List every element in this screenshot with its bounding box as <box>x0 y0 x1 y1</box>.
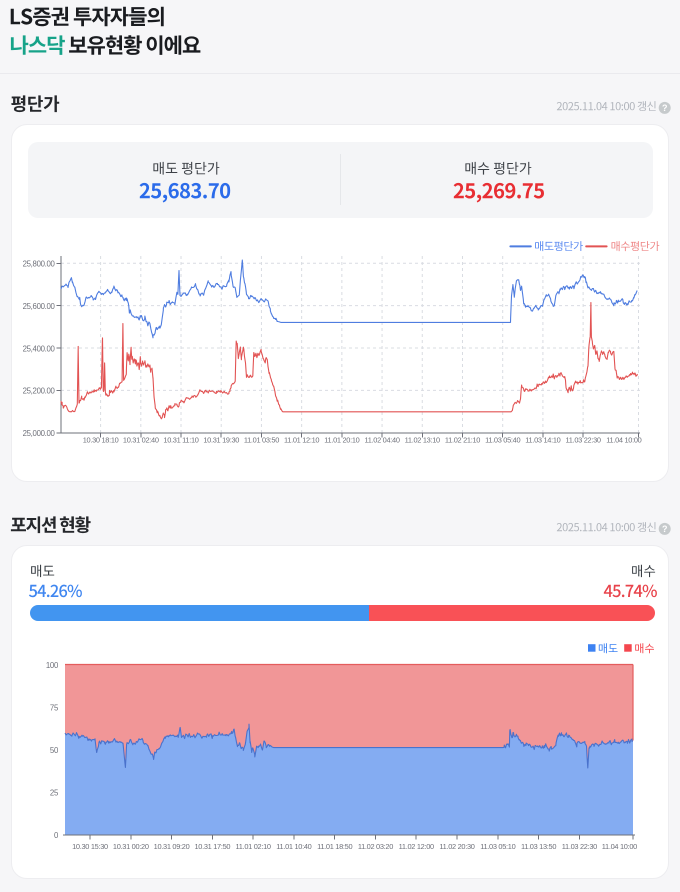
svg-text:11.02 12:00: 11.02 12:00 <box>399 842 434 851</box>
svg-text:11.03 05:10: 11.03 05:10 <box>480 842 515 851</box>
svg-text:10.30 18:10: 10.30 18:10 <box>83 436 119 445</box>
svg-text:11.02 13:10: 11.02 13:10 <box>405 436 440 445</box>
svg-text:11.02 04:40: 11.02 04:40 <box>364 436 399 445</box>
svg-text:?: ? <box>662 524 668 534</box>
svg-text:25,600.00: 25,600.00 <box>23 302 56 311</box>
svg-text:11.02 20:30: 11.02 20:30 <box>439 842 474 851</box>
svg-text:0: 0 <box>54 831 59 840</box>
svg-text:25: 25 <box>50 789 59 798</box>
svg-text:25,800.00: 25,800.00 <box>23 260 56 269</box>
svg-text:11.03 14:10: 11.03 14:10 <box>525 436 560 445</box>
svg-text:11.04 10:00: 11.04 10:00 <box>602 842 637 851</box>
svg-text:11.03 22:30: 11.03 22:30 <box>562 842 597 851</box>
svg-text:10.31 00:20: 10.31 00:20 <box>113 842 149 851</box>
svg-text:75: 75 <box>50 703 59 712</box>
svg-text:11.02 03:20: 11.02 03:20 <box>358 842 393 851</box>
svg-text:11.03 13:50: 11.03 13:50 <box>521 842 556 851</box>
svg-text:11.04 10:00: 11.04 10:00 <box>606 436 641 445</box>
svg-text:25,000.00: 25,000.00 <box>23 429 56 438</box>
svg-text:10.30 15:30: 10.30 15:30 <box>72 842 108 851</box>
svg-text:11.01 03:50: 11.01 03:50 <box>244 436 279 445</box>
svg-text:50: 50 <box>50 746 59 755</box>
svg-text:10.31 17:50: 10.31 17:50 <box>194 842 230 851</box>
svg-text:11.01 10:40: 11.01 10:40 <box>276 842 311 851</box>
svg-text:10.31 11:10: 10.31 11:10 <box>163 436 198 445</box>
svg-text:11.01 18:50: 11.01 18:50 <box>317 842 352 851</box>
svg-text:10.31 19:30: 10.31 19:30 <box>203 436 239 445</box>
svg-text:10.31 02:40: 10.31 02:40 <box>123 436 159 445</box>
svg-text:11.02 21:10: 11.02 21:10 <box>445 436 480 445</box>
svg-text:11.01 12:10: 11.01 12:10 <box>284 436 319 445</box>
svg-text:11.01 20:10: 11.01 20:10 <box>324 436 359 445</box>
svg-text:10.31 09:20: 10.31 09:20 <box>154 842 190 851</box>
svg-text:100: 100 <box>46 661 59 670</box>
svg-text:11.01 02:10: 11.01 02:10 <box>236 842 271 851</box>
svg-text:25,400.00: 25,400.00 <box>23 344 56 353</box>
svg-text:25,200.00: 25,200.00 <box>23 387 56 396</box>
svg-text:11.03 22:30: 11.03 22:30 <box>566 436 601 445</box>
svg-text:?: ? <box>662 103 668 113</box>
svg-text:11.03 05:40: 11.03 05:40 <box>485 436 520 445</box>
